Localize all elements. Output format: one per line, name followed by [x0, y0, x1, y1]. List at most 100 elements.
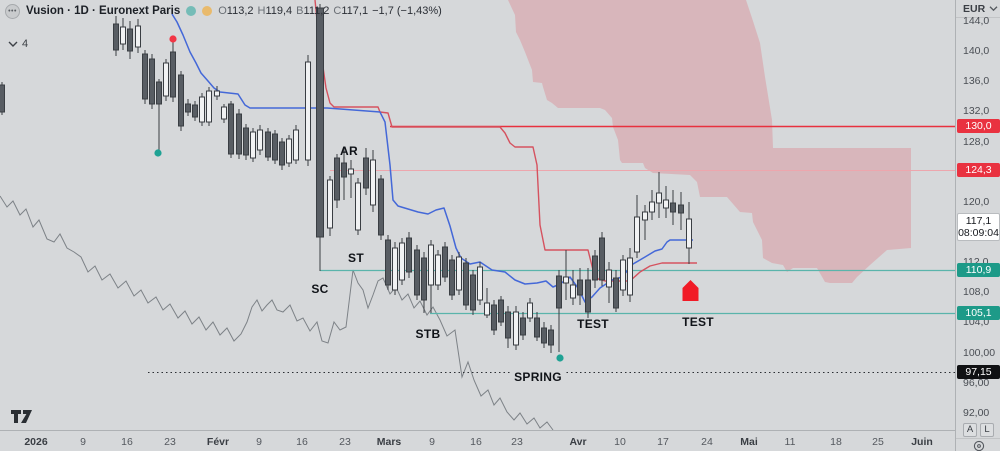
time-tick: 16 — [296, 436, 308, 448]
time-axis[interactable]: 2026 9 16 23 Févr 9 16 23 Mars 9 16 23 Avr 10 17 24 Mai 1… — [0, 430, 955, 451]
candle-down — [520, 317, 526, 336]
price-tick: 96,00 — [963, 377, 990, 389]
candle-down — [127, 28, 133, 52]
annotation-stb[interactable]: STB — [415, 327, 441, 341]
log-scale-button[interactable]: L — [980, 423, 994, 437]
candle-down — [142, 53, 148, 100]
currency-label: EUR — [963, 2, 986, 15]
time-tick: Avr — [569, 436, 587, 448]
signal-dot — [154, 149, 162, 157]
time-tick: 16 — [470, 436, 482, 448]
price-tick: 144,0 — [963, 15, 990, 27]
close-value: 117,1 — [341, 5, 369, 17]
price-level-badge: 105,1 — [957, 306, 1000, 320]
candle-down — [678, 204, 684, 214]
candle-down — [556, 275, 562, 309]
price-tick: 100,00 — [963, 347, 996, 359]
candle-down — [670, 202, 676, 213]
candle-down — [585, 279, 591, 313]
candle-up — [477, 266, 483, 301]
candle-up — [656, 192, 662, 204]
candle-down — [498, 299, 504, 323]
candle-down — [613, 277, 619, 309]
candle-down — [316, 7, 324, 238]
ichimoku-cloud — [508, 0, 911, 283]
candle-up — [634, 216, 640, 253]
candle-down — [592, 255, 598, 281]
candle-up — [221, 106, 227, 120]
candle-down — [149, 58, 155, 105]
candle-down — [341, 162, 347, 178]
symbol-title[interactable]: Vusion · 1D · Euronext Paris — [26, 5, 181, 17]
chevron-down-icon — [989, 6, 998, 12]
time-tick: 10 — [614, 436, 626, 448]
annotation-test[interactable]: TEST — [577, 317, 609, 331]
candle-down — [385, 239, 391, 286]
auto-scale-button[interactable]: A — [963, 423, 977, 437]
change-value: −1,7 (−1,43%) — [372, 5, 442, 17]
candle-up — [686, 218, 692, 249]
candle-down — [243, 127, 249, 156]
candle-down — [170, 51, 176, 98]
candle-down — [185, 103, 191, 113]
price-tick: 140,0 — [963, 45, 990, 57]
candle-down — [491, 304, 497, 331]
time-tick: 23 — [511, 436, 523, 448]
candle-up — [135, 25, 141, 48]
time-tick: Juin — [911, 436, 933, 448]
time-tick: 9 — [80, 436, 86, 448]
candle-down — [406, 237, 412, 273]
candle-down — [178, 74, 184, 127]
annotation-ar[interactable]: AR — [340, 144, 358, 158]
candle-down — [548, 329, 554, 346]
price-level-badge: 124,3 — [957, 163, 1000, 177]
candle-down — [228, 103, 234, 155]
symbol-menu-icon[interactable]: ••• — [5, 3, 20, 19]
price-tick: 132,0 — [963, 105, 990, 117]
candle-down — [442, 246, 448, 278]
time-tick: 9 — [429, 436, 435, 448]
candle-up — [649, 201, 655, 213]
indicator-chip-amber[interactable] — [202, 6, 213, 16]
tradingview-logo[interactable] — [10, 409, 36, 425]
price-level-badge: 130,0 — [957, 119, 1000, 133]
price-axis[interactable]: EUR 144,0 140,0 136,0 132,0 128,0 120,0 112,0 1… — [955, 0, 1000, 451]
annotation-sc[interactable]: SC — [311, 282, 329, 296]
candle-down — [541, 327, 547, 344]
open-value: 113,2 — [226, 5, 254, 17]
indicators-count: 4 — [22, 38, 29, 50]
candle-down — [113, 23, 119, 51]
candle-up — [456, 256, 462, 291]
chart-legend: ••• Vusion · 1D · Euronext Paris O113,2 … — [0, 0, 442, 22]
candle-up — [199, 96, 205, 123]
candle-down — [534, 317, 540, 338]
time-tick: 2026 — [24, 436, 48, 448]
candle-up — [348, 168, 354, 175]
annotation-test[interactable]: TEST — [682, 315, 714, 329]
candle-up — [563, 276, 569, 284]
candle-down — [192, 104, 198, 118]
candle-down — [363, 157, 369, 189]
time-tick: 16 — [121, 436, 133, 448]
scale-buttons: A L — [956, 423, 1000, 437]
candle-up — [428, 244, 434, 286]
price-tick: 128,0 — [963, 136, 990, 148]
zigzag-line — [0, 195, 554, 431]
price-tick: 108,0 — [963, 286, 990, 298]
time-tick: 9 — [256, 436, 262, 448]
currency-selector[interactable]: EUR — [956, 0, 1000, 18]
clock-icon[interactable] — [973, 440, 985, 451]
indicators-collapsed-row[interactable]: 4 — [8, 38, 28, 50]
annotation-spring[interactable]: SPRING — [510, 370, 566, 384]
red-marker-shape[interactable] — [682, 280, 699, 301]
candle-up — [620, 259, 626, 291]
time-tick: 23 — [339, 436, 351, 448]
candle-down — [272, 133, 278, 161]
candle-down — [599, 237, 605, 281]
candle-up — [286, 138, 292, 164]
candle-up — [435, 254, 441, 286]
annotation-st[interactable]: ST — [348, 251, 364, 265]
candle-up — [399, 242, 405, 281]
indicator-chip-teal[interactable] — [186, 6, 197, 16]
